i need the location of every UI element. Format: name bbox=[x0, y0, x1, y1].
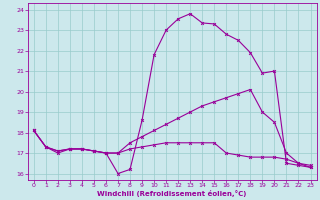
X-axis label: Windchill (Refroidissement éolien,°C): Windchill (Refroidissement éolien,°C) bbox=[98, 190, 247, 197]
